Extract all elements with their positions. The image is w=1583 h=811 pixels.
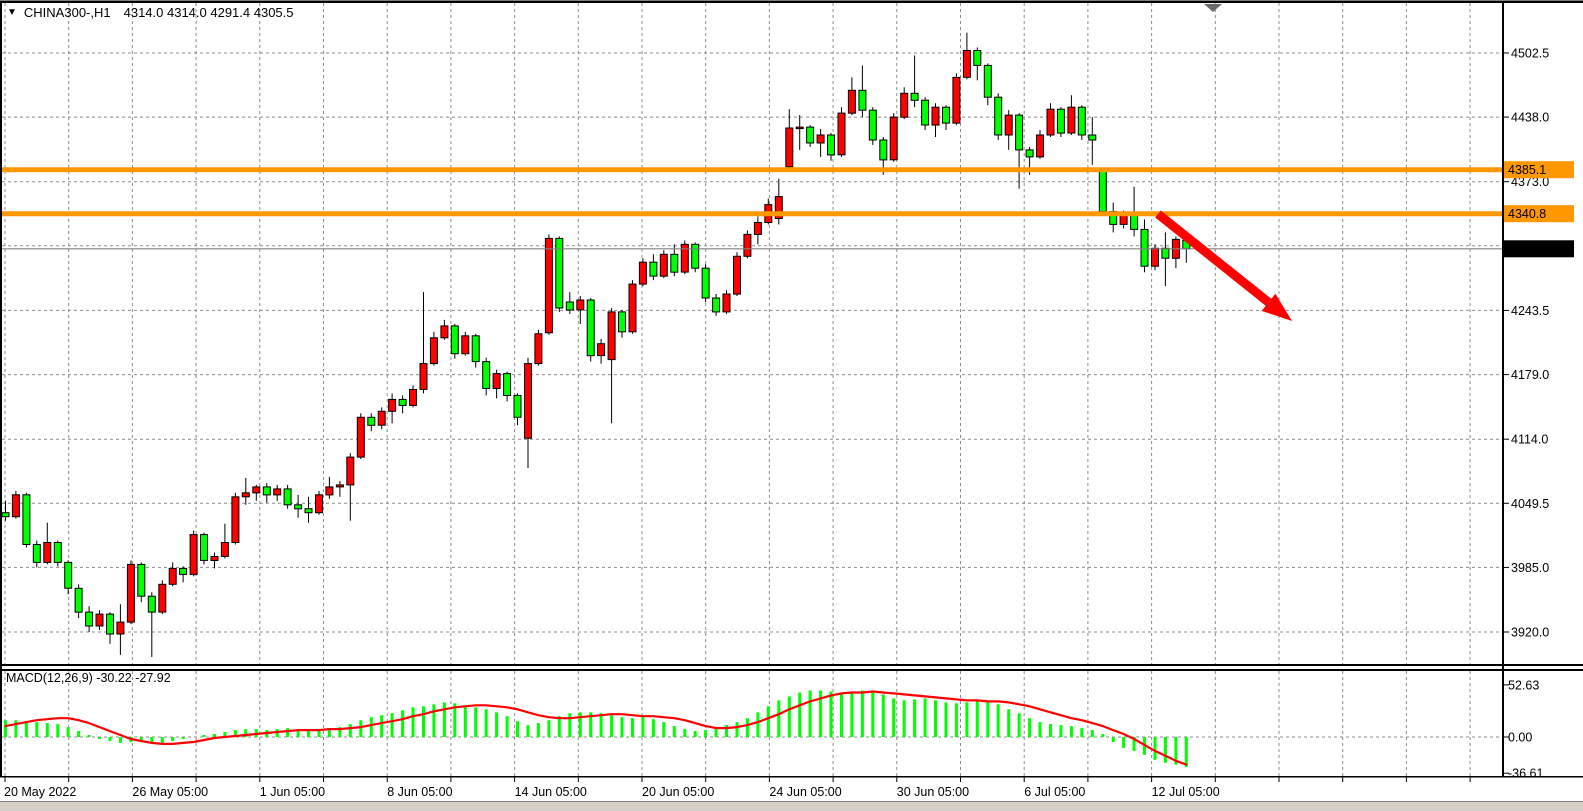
- chart-left-border: [0, 1, 2, 777]
- time-axis-label: 1 Jun 05:00: [260, 785, 325, 799]
- chart-shift-marker-icon[interactable]: [1204, 4, 1222, 12]
- macd-signal-line: [4, 690, 1188, 766]
- window-bottom-strip: [0, 802, 1583, 811]
- current-price-badge: 4305.5: [1504, 240, 1574, 258]
- symbol-dropdown-icon[interactable]: ▼: [7, 7, 17, 18]
- price-axis-label: 4502.5: [1511, 47, 1549, 61]
- level-price-badge: 4340.8: [1504, 205, 1574, 223]
- candlestick-series: [2, 32, 1191, 657]
- macd-panel-bottom-border: [0, 776, 1583, 778]
- macd-scale[interactable]: 52.63 0.00 -36.61: [1502, 678, 1543, 781]
- time-axis-label: 6 Jul 05:00: [1024, 785, 1085, 799]
- svg-text:4340.8: 4340.8: [1508, 207, 1546, 221]
- svg-text:4385.1: 4385.1: [1508, 163, 1546, 177]
- price-axis-label: 4373.0: [1511, 175, 1549, 189]
- svg-text:4305.5: 4305.5: [1508, 242, 1546, 256]
- price-axis[interactable]: 4502.5 4438.0 4373.0 4243.5 4179.0 4114.0 4049…: [1502, 47, 1574, 640]
- down-trend-arrow[interactable]: [1155, 210, 1292, 321]
- price-grid: [2, 3, 1502, 664]
- price-axis-label: 4049.5: [1511, 497, 1549, 511]
- time-axis[interactable]: 20 May 2022 26 May 05:00 1 Jun 05:00 8 Jun …: [4, 777, 1471, 799]
- chart-header: ▼ CHINA300-,H1 4314.0 4314.0 4291.4 4305…: [7, 5, 294, 20]
- macd-grid: [2, 671, 1502, 776]
- window-top-edge: [0, 0, 1583, 1]
- price-axis-label: 4438.0: [1511, 111, 1549, 125]
- macd-panel-top-border[interactable]: [0, 669, 1583, 671]
- time-axis-label: 8 Jun 05:00: [387, 785, 452, 799]
- price-axis-label: 4243.5: [1511, 304, 1549, 318]
- price-axis-label: 4179.0: [1511, 368, 1549, 382]
- price-axis-separator[interactable]: [1502, 1, 1504, 777]
- macd-scale-label: -36.61: [1508, 767, 1543, 781]
- chart-top-border: [0, 1, 1583, 3]
- time-axis-label: 30 Jun 05:00: [897, 785, 969, 799]
- time-axis-label: 20 Jun 05:00: [642, 785, 714, 799]
- price-axis-label: 3985.0: [1511, 561, 1549, 575]
- time-axis-label: 20 May 2022: [4, 785, 76, 799]
- macd-histogram: [4, 690, 1188, 767]
- price-axis-label: 3920.0: [1511, 626, 1549, 640]
- time-axis-label: 26 May 05:00: [132, 785, 208, 799]
- time-axis-label: 14 Jun 05:00: [515, 785, 587, 799]
- macd-scale-label: 0.00: [1508, 731, 1532, 745]
- price-axis-label: 4114.0: [1511, 433, 1548, 447]
- macd-scale-label: 52.63: [1508, 678, 1539, 692]
- macd-indicator-label: MACD(12,26,9) -30.22 -27.92: [6, 671, 171, 685]
- symbol-period-label: CHINA300-,H1: [23, 5, 111, 20]
- ohlc-values: 4314.0 4314.0 4291.4 4305.5: [123, 5, 294, 20]
- main-panel-bottom-border[interactable]: [0, 664, 1583, 666]
- time-axis-label: 24 Jun 05:00: [769, 785, 841, 799]
- time-axis-label: 12 Jul 05:00: [1152, 785, 1220, 799]
- level-price-badge: 4385.1: [1504, 161, 1574, 179]
